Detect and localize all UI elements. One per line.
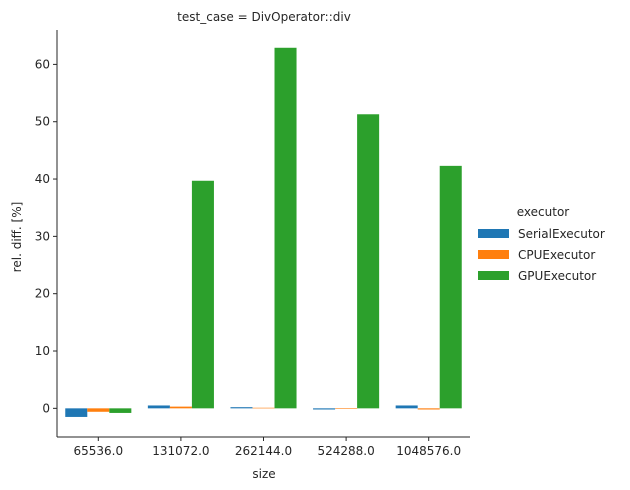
- bar-SerialExecutor-262144.0: [230, 407, 253, 409]
- x-tick-label: 131072.0: [152, 444, 209, 458]
- bar-GPUExecutor-65536.0: [109, 408, 132, 413]
- y-tick-label: 40: [35, 172, 50, 186]
- bar-CPUExecutor-131072.0: [169, 406, 192, 409]
- x-tick-label: 65536.0: [73, 444, 123, 458]
- legend-swatch-CPUExecutor: [478, 250, 509, 259]
- facet-title: test_case = DivOperator::div: [177, 10, 351, 24]
- bar-SerialExecutor-131072.0: [147, 405, 170, 409]
- legend-label-SerialExecutor: SerialExecutor: [518, 227, 605, 241]
- legend-label-CPUExecutor: CPUExecutor: [518, 248, 595, 262]
- y-tick-label: 60: [35, 57, 50, 71]
- bar-GPUExecutor-262144.0: [274, 47, 297, 409]
- bar-CPUExecutor-262144.0: [252, 407, 275, 409]
- y-tick-label: 10: [35, 344, 50, 358]
- bar-CPUExecutor-1048576.0: [417, 408, 440, 410]
- bar-GPUExecutor-524288.0: [357, 114, 380, 409]
- x-tick-label: 524288.0: [317, 444, 374, 458]
- bar-SerialExecutor-1048576.0: [395, 405, 418, 409]
- bar-SerialExecutor-524288.0: [313, 408, 336, 410]
- bar-GPUExecutor-1048576.0: [439, 165, 462, 409]
- y-tick-label: 20: [35, 287, 50, 301]
- y-tick-label: 0: [42, 401, 50, 415]
- y-tick-label: 50: [35, 115, 50, 129]
- bar-CPUExecutor-524288.0: [335, 408, 358, 409]
- x-tick-label: 1048576.0: [396, 444, 461, 458]
- x-tick-label: 262144.0: [235, 444, 292, 458]
- y-axis-title: rel. diff. [%]: [10, 202, 24, 273]
- legend-label-GPUExecutor: GPUExecutor: [518, 269, 596, 283]
- legend: executor SerialExecutor CPUExecutor GPUExe…: [478, 205, 605, 283]
- bar-GPUExecutor-131072.0: [191, 180, 214, 409]
- legend-swatch-GPUExecutor: [478, 271, 509, 280]
- bar-CPUExecutor-65536.0: [87, 408, 110, 412]
- x-axis-title: size: [252, 467, 275, 481]
- y-tick-label: 30: [35, 229, 50, 243]
- plot-area: 0 10 20 30 40 50 60 65536.0 131072.0 262144.0 5242…: [35, 30, 470, 458]
- legend-title: executor: [517, 205, 570, 219]
- bar-SerialExecutor-65536.0: [65, 408, 88, 417]
- legend-swatch-SerialExecutor: [478, 229, 509, 238]
